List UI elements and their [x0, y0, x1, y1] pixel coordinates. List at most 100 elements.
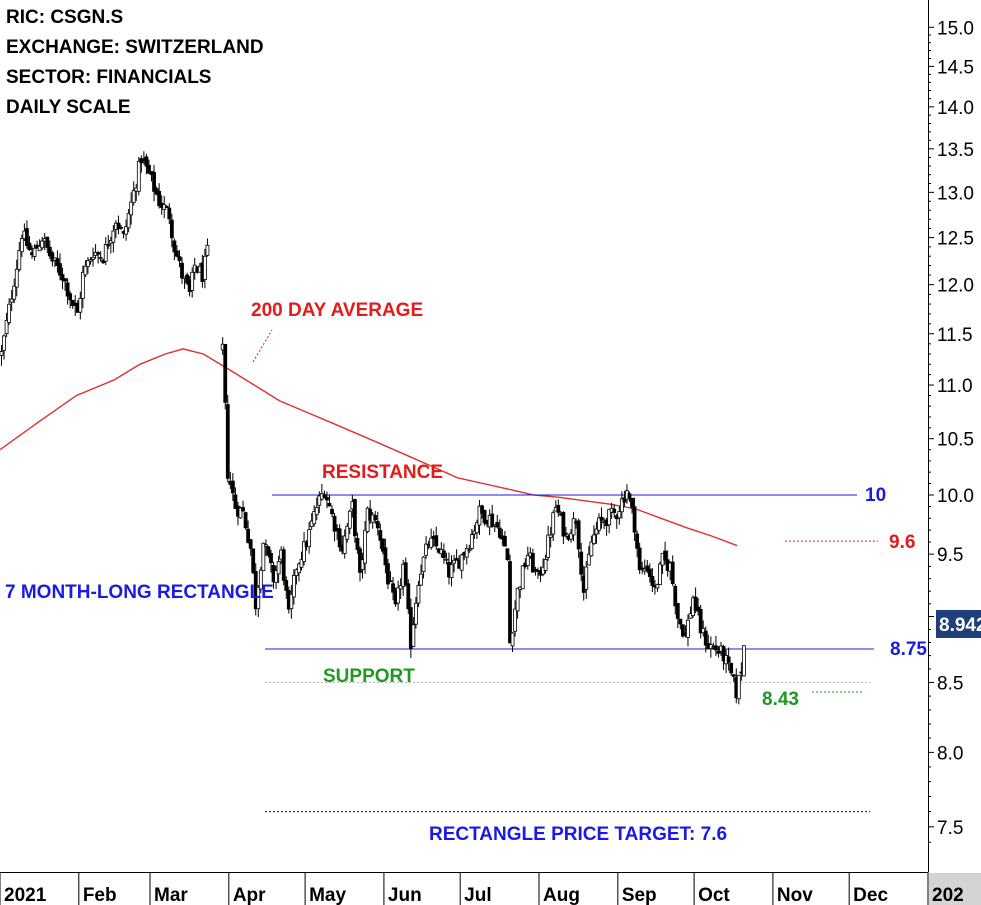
candle-body: [363, 529, 367, 564]
candle-body: [579, 551, 584, 575]
candle-body: [63, 278, 67, 282]
candle-body: [347, 510, 352, 529]
candle-body: [169, 219, 174, 239]
candle-body: [325, 497, 329, 501]
candle-body: [391, 583, 395, 593]
candle-body: [495, 521, 500, 528]
candle-body: [291, 574, 296, 598]
candle-body: [378, 530, 383, 541]
candle-body: [342, 535, 347, 554]
candle-body: [464, 547, 469, 558]
support-label: SUPPORT: [323, 666, 415, 687]
candle-body: [167, 207, 172, 220]
candle-body: [129, 201, 134, 216]
candle-body: [83, 265, 88, 276]
y-tick-label: 7.5: [937, 818, 963, 839]
candle-body: [424, 543, 428, 556]
candle-body: [721, 646, 726, 662]
y-tick-label: 11.0: [937, 376, 973, 397]
candle-body: [314, 507, 319, 516]
candle-body: [131, 190, 136, 204]
candle-body: [80, 271, 85, 299]
candle-body: [98, 257, 103, 259]
x-tick-label: Dec: [853, 885, 888, 905]
candle-body: [569, 532, 573, 540]
candle-body: [591, 534, 596, 544]
candle-body: [414, 602, 418, 625]
candle-body: [658, 563, 662, 586]
candle-body: [373, 515, 378, 521]
candle-body: [111, 230, 116, 243]
candle-body: [172, 240, 177, 253]
candle-body: [233, 494, 238, 509]
candle-body: [548, 534, 553, 538]
candle-body: [60, 274, 65, 281]
candle-body: [25, 228, 29, 246]
candle-body: [655, 584, 660, 589]
candle-body: [467, 549, 472, 552]
last-price-value: 8.942: [939, 615, 981, 636]
candle-body: [7, 303, 12, 323]
candle-body: [205, 244, 210, 256]
candle-body: [520, 565, 525, 590]
candle-body: [530, 552, 535, 573]
candle-body: [96, 252, 101, 255]
candle-body: [617, 511, 622, 519]
candle-body: [360, 559, 365, 571]
candle-body: [647, 568, 652, 577]
y-tick-label: 8.5: [937, 673, 963, 694]
x-tick-label: Jul: [464, 885, 491, 905]
resistance-value: 10: [865, 485, 886, 506]
moving-average-layer: [0, 348, 738, 547]
candle-body: [640, 567, 645, 570]
resistance-label: RESISTANCE: [322, 462, 443, 483]
candle-body: [454, 558, 459, 561]
candle-body: [452, 559, 456, 564]
candle-body: [106, 244, 111, 247]
candle-body: [388, 580, 393, 583]
pattern-label: 7 MONTH-LONG RECTANGLE: [5, 582, 274, 603]
candle-body: [332, 515, 337, 532]
candle-body: [124, 226, 128, 235]
candle-body: [513, 608, 517, 632]
support-value: 8.75: [890, 639, 927, 660]
candle-body: [0, 351, 4, 356]
candle-body: [673, 585, 678, 607]
y-tick-label: 10.5: [937, 430, 974, 451]
candle-body: [116, 222, 121, 230]
candle-body: [243, 512, 248, 529]
candle-body: [119, 227, 123, 229]
candle-body: [586, 553, 591, 566]
candle-body: [635, 533, 640, 549]
x-tick-label: Feb: [83, 885, 117, 905]
candle-body: [444, 558, 449, 561]
candle-body: [251, 548, 256, 574]
candle-body: [2, 335, 6, 351]
candle-body: [230, 480, 235, 494]
header-scale: DAILY SCALE: [6, 97, 131, 118]
x-tick-label: 202: [932, 885, 964, 905]
candle-body: [337, 528, 342, 548]
x-tick-label: 2021: [4, 885, 47, 905]
candle-body: [17, 250, 22, 271]
candle-body: [256, 587, 261, 610]
candle-body: [14, 268, 19, 288]
candle-body: [86, 260, 90, 268]
candle-body: [441, 550, 446, 559]
candle-body: [637, 547, 642, 571]
low-value: 8.43: [762, 689, 799, 710]
candle-body: [281, 549, 286, 581]
candle-body: [91, 257, 95, 260]
candle-body: [78, 297, 83, 313]
candle-body: [729, 663, 734, 674]
candle-body: [284, 580, 289, 591]
x-tick-label: Sep: [622, 885, 657, 905]
x-tick-label: Aug: [543, 885, 580, 905]
candle-body: [632, 506, 637, 533]
candle-body: [177, 256, 182, 262]
candle-body: [190, 271, 195, 291]
candle-body: [47, 246, 52, 257]
candle-body: [630, 497, 634, 508]
y-tick-label: 15.0: [937, 18, 974, 39]
candle-body: [144, 156, 149, 167]
